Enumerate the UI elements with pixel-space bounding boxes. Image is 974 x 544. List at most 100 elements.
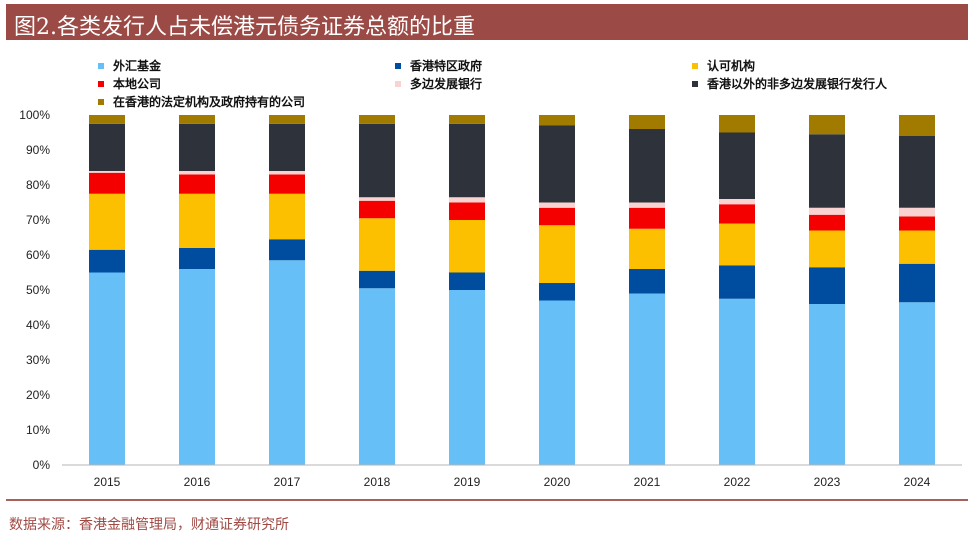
x-tick-label: 2019 (454, 475, 481, 489)
bar-segment-2023-s5 (809, 134, 845, 208)
bar-segment-2019-s3 (449, 202, 485, 220)
bar-segment-2018-s1 (359, 270, 395, 289)
bar-segment-2015-s6 (89, 115, 125, 124)
bar-segment-2016-s0 (179, 269, 215, 465)
bar-segment-2015-s1 (89, 249, 125, 273)
bar-segment-2015-s0 (89, 272, 125, 465)
bar-segment-2019-s5 (449, 123, 485, 198)
bar-segment-2017-s1 (269, 239, 305, 261)
bar-segment-2019-s4 (449, 197, 485, 203)
bar-segment-2021-s3 (629, 207, 665, 229)
y-tick-label: 50% (26, 283, 50, 297)
bar-segment-2017-s2 (269, 193, 305, 240)
bar-segment-2016-s3 (179, 174, 215, 194)
bar-segment-2023-s4 (809, 207, 845, 215)
bar-segment-2020-s1 (539, 283, 575, 301)
bar-segment-2020-s6 (539, 115, 575, 126)
bar-segment-2015-s3 (89, 172, 125, 194)
x-tick-label: 2020 (544, 475, 571, 489)
source-note: 数据来源：香港金融管理局，财通证券研究所 (9, 517, 289, 533)
x-tick-label: 2023 (814, 475, 841, 489)
bar-segment-2019-s0 (449, 290, 485, 465)
bar-segment-2023-s2 (809, 230, 845, 268)
bar-segment-2016-s6 (179, 115, 215, 124)
bar-segment-2021-s0 (629, 293, 665, 465)
bottom-divider (6, 499, 968, 501)
bar-segment-2015-s5 (89, 123, 125, 171)
bar-segment-2017-s4 (269, 171, 305, 175)
y-tick-label: 70% (26, 213, 50, 227)
bar-segment-2023-s3 (809, 214, 845, 231)
bar-segment-2019-s2 (449, 220, 485, 273)
legend-item-statutory-bodies: 在香港的法定机构及政府持有的公司 (98, 93, 305, 110)
title-bar: 图2.各类发行人占未偿港元债务证券总额的比重 (6, 4, 968, 40)
legend: 外汇基金 香港特区政府 认可机构 本地公司 多边发展银行 香港以外的非多边发展银… (0, 54, 974, 110)
x-tick-label: 2022 (724, 475, 751, 489)
bar-segment-2022-s2 (719, 223, 755, 266)
bar-segment-2018-s6 (359, 115, 395, 124)
bar-segment-2024-s5 (899, 136, 935, 208)
bar-segment-2021-s5 (629, 129, 665, 203)
legend-item-authorized-institutions: 认可机构 (692, 57, 755, 74)
bar-segment-2017-s3 (269, 174, 305, 194)
chart-title: 图2.各类发行人占未偿港元债务证券总额的比重 (14, 15, 475, 40)
y-tick-label: 100% (19, 108, 50, 122)
bar-segment-2021-s1 (629, 269, 665, 294)
legend-label-statutory-bodies: 在香港的法定机构及政府持有的公司 (113, 95, 306, 109)
legend-swatch-fx-fund (98, 62, 104, 69)
x-tick-label: 2017 (274, 475, 301, 489)
bar-segment-2022-s3 (719, 204, 755, 224)
bar-segment-2023-s6 (809, 115, 845, 135)
y-tick-label: 80% (26, 178, 50, 192)
bar-segment-2021-s2 (629, 228, 665, 269)
bar-segment-2018-s4 (359, 197, 395, 201)
bar-segment-2020-s4 (539, 202, 575, 208)
legend-label-hksar-government: 香港特区政府 (410, 59, 483, 73)
x-tick-label: 2024 (904, 475, 931, 489)
bar-segment-2017-s5 (269, 123, 305, 171)
legend-item-local-corporations: 本地公司 (98, 75, 161, 92)
bar-segment-2016-s2 (179, 193, 215, 248)
bar-segment-2022-s0 (719, 298, 755, 465)
bar-segment-2015-s2 (89, 193, 125, 250)
bar-segment-2022-s5 (719, 132, 755, 199)
bar-segment-2019-s1 (449, 272, 485, 290)
bar-segment-2017-s0 (269, 260, 305, 465)
bar-segment-2018-s3 (359, 200, 395, 219)
legend-swatch-mdbs (395, 80, 401, 87)
y-tick-label: 30% (26, 353, 50, 367)
bar-segment-2024-s2 (899, 230, 935, 264)
bar-segment-2018-s5 (359, 123, 395, 198)
bar-segment-2024-s0 (899, 302, 935, 465)
legend-label-local-corporations: 本地公司 (113, 77, 162, 91)
legend-item-mdbs: 多边发展银行 (395, 75, 482, 92)
bar-segment-2016-s1 (179, 248, 215, 269)
y-tick-label: 20% (26, 388, 50, 402)
legend-label-non-mdb-overseas: 香港以外的非多边发展银行发行人 (707, 77, 888, 91)
bar-segment-2022-s6 (719, 115, 755, 133)
bar-segment-2016-s4 (179, 171, 215, 175)
legend-item-non-mdb-overseas: 香港以外的非多边发展银行发行人 (692, 75, 887, 92)
x-tick-label: 2021 (634, 475, 661, 489)
legend-swatch-statutory-bodies (98, 98, 104, 105)
bar-segment-2018-s0 (359, 288, 395, 465)
bar-segment-2020-s2 (539, 225, 575, 283)
legend-label-mdbs: 多边发展银行 (410, 77, 483, 91)
bar-segment-2020-s0 (539, 300, 575, 465)
bar-segment-2019-s6 (449, 115, 485, 124)
bar-segment-2024-s6 (899, 115, 935, 136)
bar-segment-2024-s3 (899, 216, 935, 231)
legend-item-fx-fund: 外汇基金 (98, 57, 161, 74)
bar-segment-2023-s1 (809, 267, 845, 304)
legend-item-hksar-government: 香港特区政府 (395, 57, 482, 74)
x-tick-label: 2015 (94, 475, 121, 489)
bar-segment-2020-s3 (539, 207, 575, 226)
bar-segment-2021-s4 (629, 202, 665, 208)
bar-segment-2018-s2 (359, 218, 395, 271)
y-tick-label: 10% (26, 423, 50, 437)
legend-swatch-authorized-institutions (692, 62, 698, 69)
legend-swatch-hksar-government (395, 62, 401, 69)
bar-segment-2015-s4 (89, 171, 125, 173)
bar-segment-2017-s6 (269, 115, 305, 124)
x-tick-label: 2018 (364, 475, 391, 489)
